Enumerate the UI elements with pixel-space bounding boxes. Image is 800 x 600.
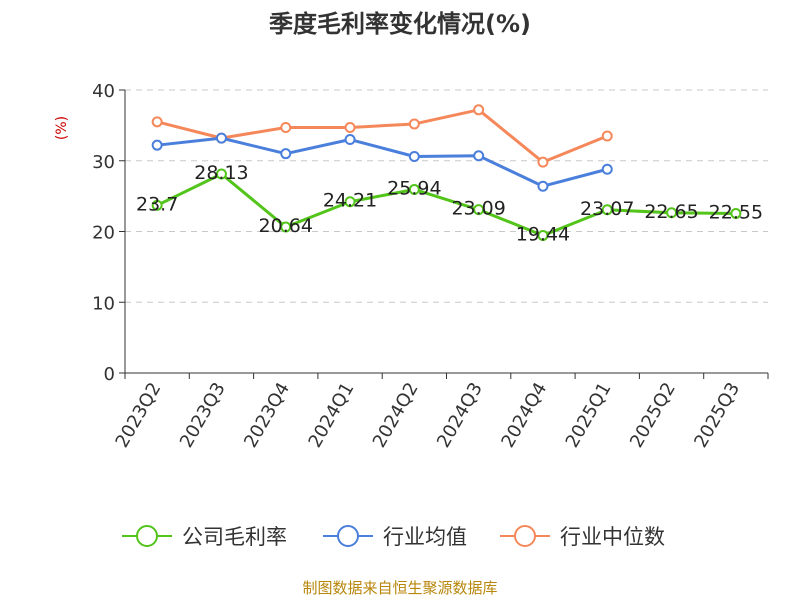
y-tick-label: 40: [92, 81, 115, 102]
y-tick-labels: 0 10 20 30 40: [92, 81, 115, 385]
data-point: [537, 229, 549, 241]
x-tick-label: 2023Q2: [112, 379, 166, 451]
legend-marker: [337, 525, 359, 547]
data-point: [537, 156, 549, 168]
x-tick-label: 2024Q1: [304, 379, 358, 451]
legend-label: 行业中位数: [560, 525, 665, 549]
data-label: 28.13: [194, 162, 248, 184]
x-tick-label: 2024Q2: [369, 379, 423, 451]
data-point: [151, 139, 163, 151]
legend: 公司毛利率 行业均值 行业中位数: [122, 525, 665, 549]
series-line: [156, 172, 736, 237]
data-point: [344, 134, 356, 146]
data-point: [408, 118, 420, 130]
y-tick-label: 0: [104, 364, 115, 385]
legend-item-1[interactable]: 行业均值: [323, 525, 467, 549]
series-line: [156, 108, 608, 164]
x-tick-label: 2023Q3: [176, 379, 230, 451]
series-0: [151, 168, 742, 241]
data-label: 25.94: [387, 177, 441, 199]
series-line: [156, 136, 608, 188]
data-point: [151, 199, 163, 211]
x-tick-labels: 2023Q2 2023Q3 2023Q4 2024Q1 2024Q2 2024Q3 2024…: [112, 379, 745, 451]
data-point: [344, 196, 356, 208]
data-label: 23.09: [451, 198, 505, 220]
data-label: 22.55: [709, 201, 763, 223]
data-label: 24.21: [323, 190, 377, 212]
data-label: 23.7: [136, 193, 178, 215]
data-point: [601, 163, 613, 175]
data-point: [344, 121, 356, 133]
axes: [119, 89, 769, 379]
data-point: [408, 151, 420, 163]
legend-marker: [136, 525, 158, 547]
data-label: 20.64: [259, 215, 313, 237]
y-axis-unit: (%): [54, 116, 70, 140]
x-tick-label: 2023Q4: [240, 379, 294, 451]
data-label: 19.44: [516, 223, 570, 245]
data-point: [408, 183, 420, 195]
source-note: 制图数据来自恒生聚源数据库: [302, 579, 497, 597]
series-1: [151, 132, 613, 192]
x-tick-label: 2025Q1: [562, 379, 616, 451]
grid-lines: [125, 89, 768, 303]
data-point: [473, 104, 485, 116]
data-point: [666, 207, 678, 219]
legend-label: 公司毛利率: [182, 525, 287, 549]
legend-label: 行业均值: [383, 525, 467, 549]
data-point: [280, 121, 292, 133]
legend-item-2[interactable]: 行业中位数: [500, 525, 665, 549]
y-tick-label: 10: [92, 293, 115, 314]
data-labels: 23.7 28.13 20.64 24.21 25.94 23.09 19.44 23.07 2…: [136, 162, 763, 245]
legend-marker: [514, 525, 536, 547]
data-point: [280, 221, 292, 233]
x-tick-label: 2025Q2: [626, 379, 680, 451]
data-point: [280, 148, 292, 160]
series-group: 23.7 28.13 20.64 24.21 25.94 23.09 19.44 23.07 2…: [136, 104, 763, 245]
data-point: [215, 132, 227, 144]
legend-item-0[interactable]: 公司毛利率: [122, 525, 287, 549]
data-point: [730, 207, 742, 219]
data-point: [601, 130, 613, 142]
x-tick-label: 2024Q3: [433, 379, 487, 451]
y-tick-label: 20: [92, 223, 115, 244]
data-point: [151, 116, 163, 128]
data-point: [215, 168, 227, 180]
y-tick-label: 30: [92, 152, 115, 173]
data-point: [601, 204, 613, 216]
data-point: [473, 204, 485, 216]
chart-title: 季度毛利率变化情况(%): [269, 10, 531, 38]
data-label: 23.07: [580, 198, 634, 220]
data-point: [473, 150, 485, 162]
x-tick-label: 2024Q4: [497, 379, 551, 451]
data-label: 22.65: [644, 201, 698, 223]
x-tick-label: 2025Q3: [690, 379, 744, 451]
data-point: [537, 180, 549, 192]
